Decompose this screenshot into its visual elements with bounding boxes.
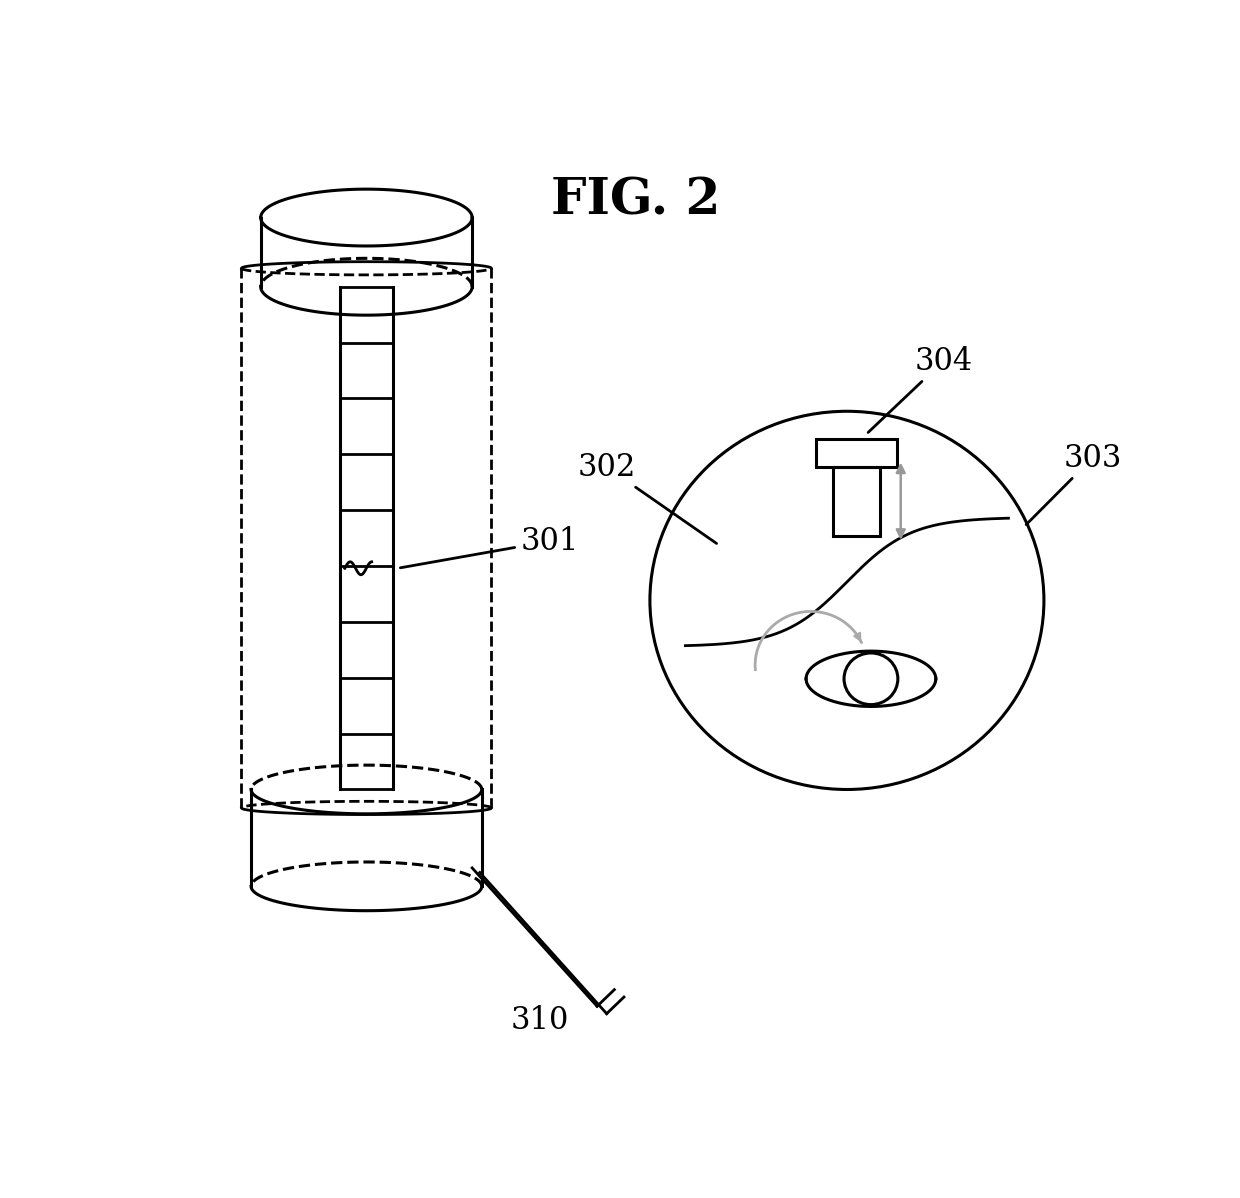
- Text: 304: 304: [868, 346, 972, 432]
- Bar: [816, 438, 898, 467]
- Text: 301: 301: [401, 526, 579, 568]
- Text: 303: 303: [1027, 442, 1121, 525]
- Text: 302: 302: [578, 452, 717, 544]
- Bar: [833, 467, 879, 536]
- Text: 310: 310: [510, 1005, 569, 1036]
- Text: FIG. 2: FIG. 2: [551, 176, 720, 225]
